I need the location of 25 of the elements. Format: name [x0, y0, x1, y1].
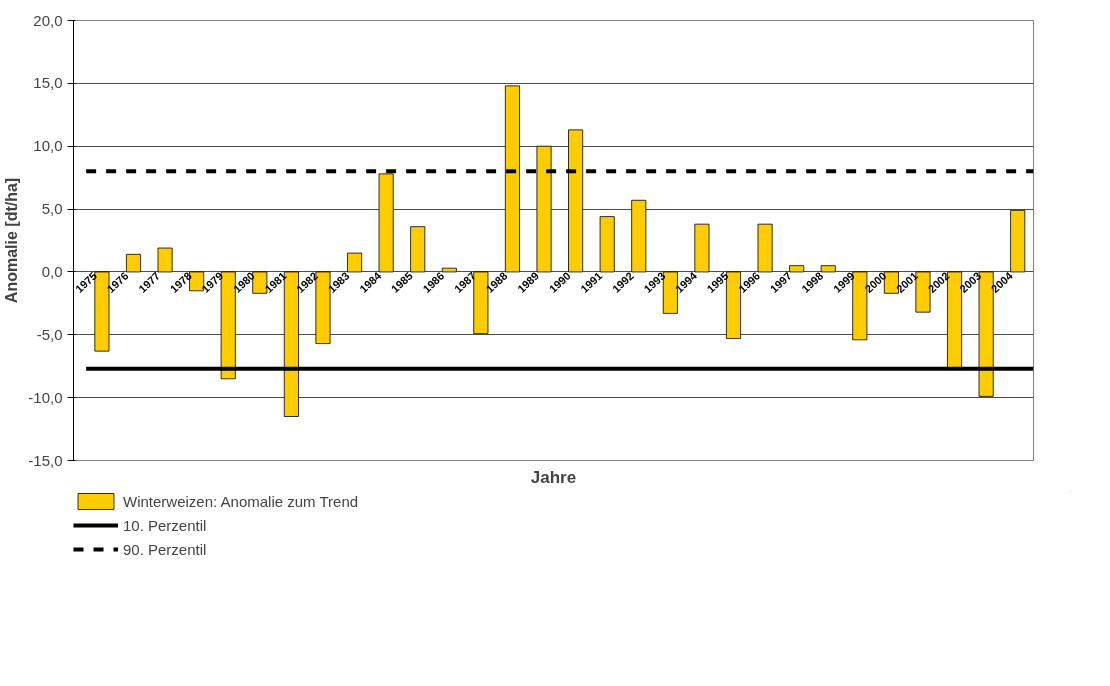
x-axis-title: Jahre: [530, 467, 577, 487]
bar: [347, 252, 363, 273]
bar: [599, 216, 615, 273]
y-tick-label: -5,0: [36, 325, 63, 343]
legend-label: 10. Perzentil: [123, 516, 207, 534]
y-tick-label: 10,0: [33, 137, 63, 155]
bar: [441, 267, 457, 273]
bar: [125, 253, 142, 273]
y-tick-label: -10,0: [28, 388, 63, 406]
y-tick-label: 20,0: [33, 11, 63, 29]
bar: [631, 199, 647, 273]
bar: [410, 226, 426, 273]
y-tick-label: 15,0: [33, 74, 63, 92]
bar: [157, 247, 173, 273]
bar: [694, 223, 710, 273]
y-tick-label: 5,0: [41, 200, 63, 218]
legend-label: Winterweizen: Anomalie zum Trend: [123, 492, 359, 510]
y-axis-title: Anomalie [dt/ha]: [3, 177, 21, 304]
bar: [789, 265, 805, 273]
bar: [757, 223, 773, 273]
legend-label: 90. Perzentil: [123, 540, 207, 558]
y-tick-label: -15,0: [28, 451, 63, 469]
y-tick-label: 0,0: [41, 262, 63, 280]
bar: [1010, 209, 1026, 273]
bar: [820, 265, 836, 273]
